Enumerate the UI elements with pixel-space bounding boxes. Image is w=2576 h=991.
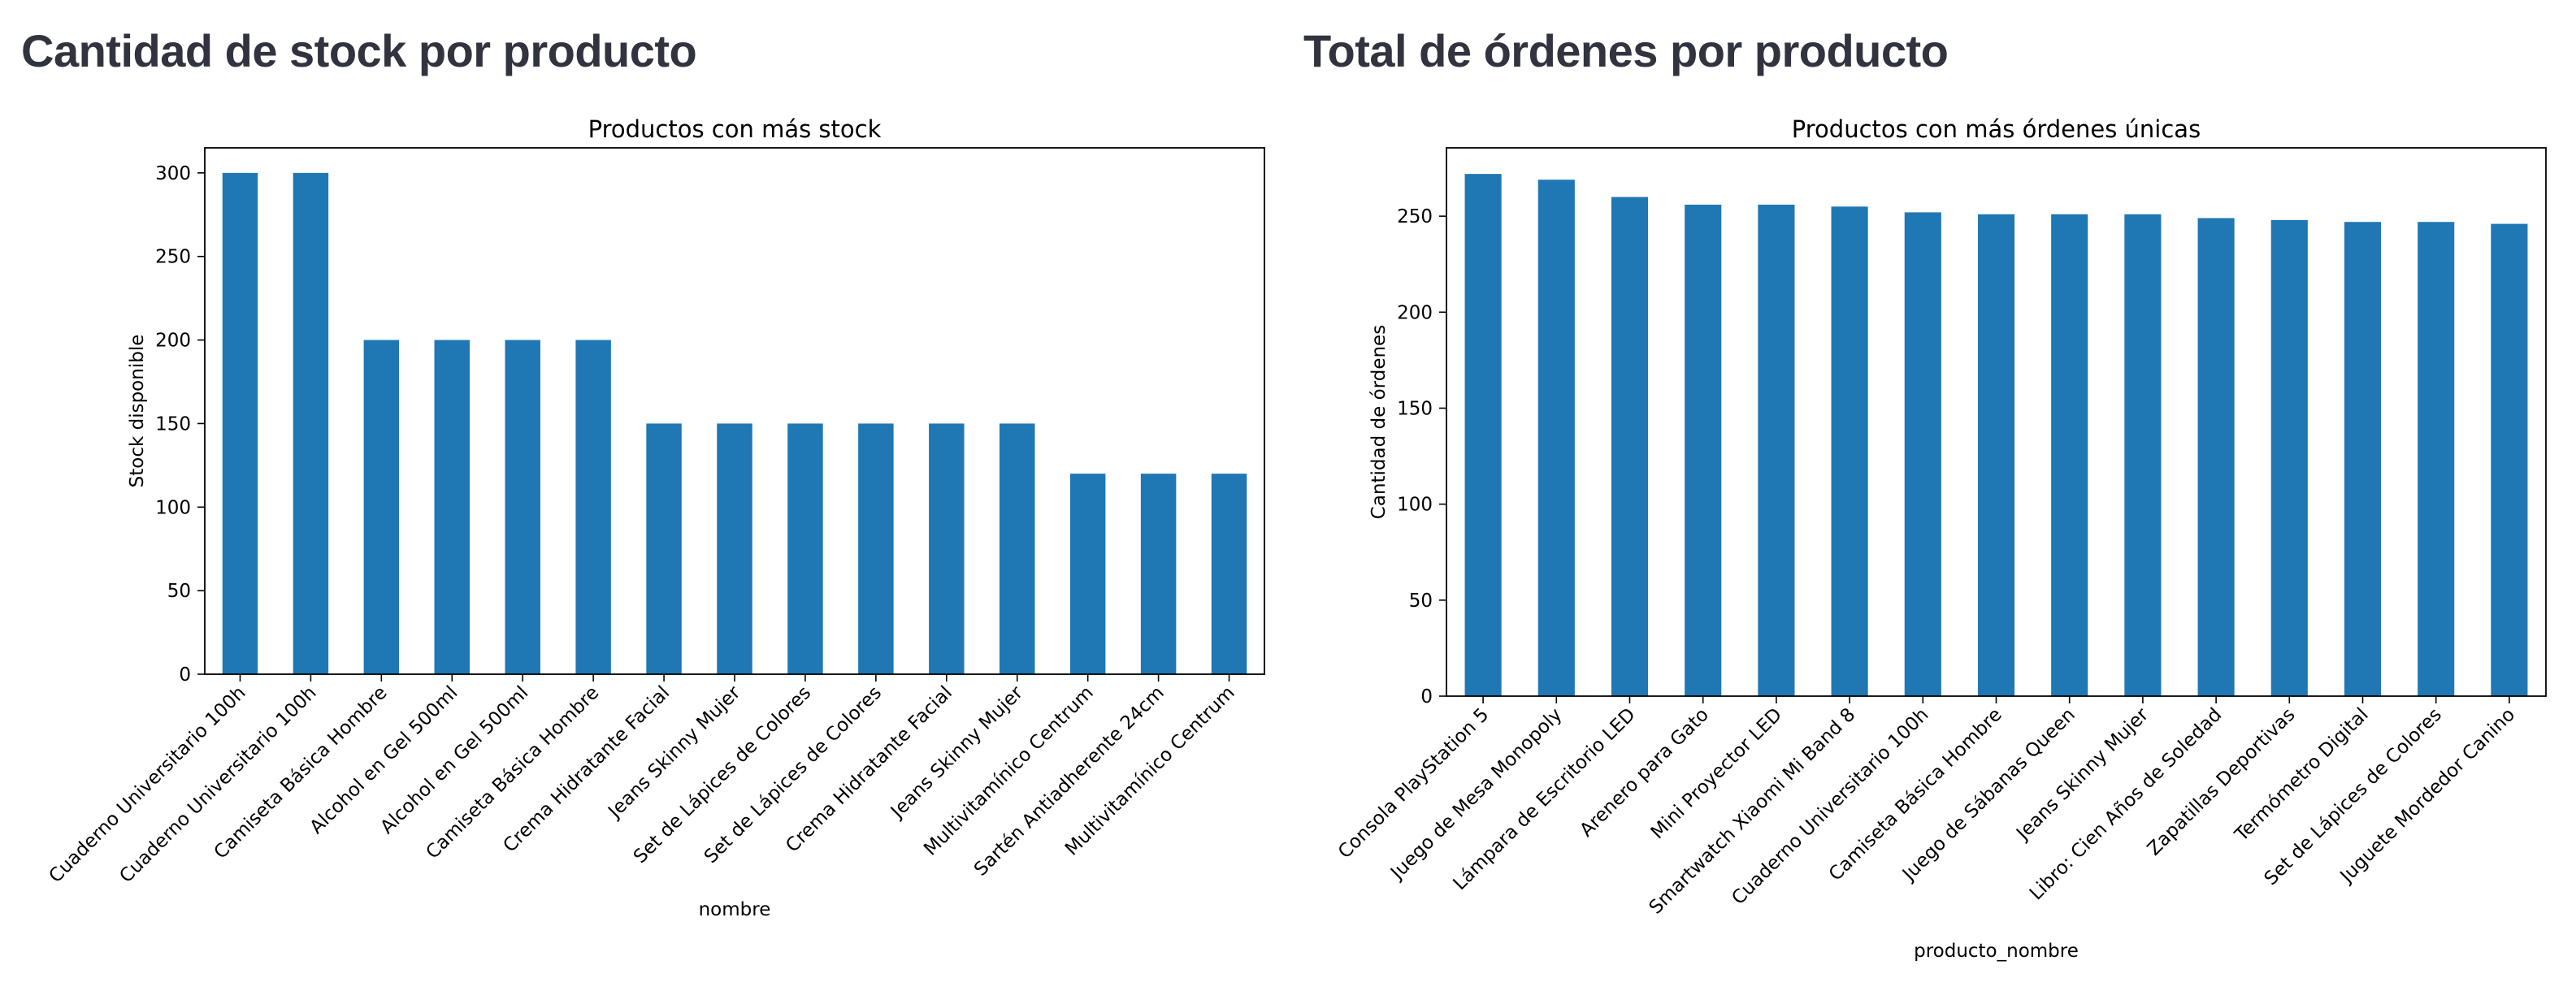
stock-y-tick-label: 300	[155, 163, 191, 184]
orders-bar	[2418, 222, 2455, 697]
stock-y-tick-label: 100	[155, 497, 191, 518]
orders-y-tick-label: 100	[1397, 495, 1433, 516]
stock-bar	[646, 423, 682, 674]
orders-y-tick-label: 0	[1420, 686, 1433, 708]
stock-bar	[858, 423, 894, 674]
orders-x-tick-label: Consola PlayStation 5	[1334, 704, 1493, 863]
stock-y-tick-label: 150	[155, 413, 191, 435]
stock-y-tick-label: 0	[179, 664, 191, 686]
stock-bar	[222, 172, 258, 675]
orders-y-tick-label: 150	[1397, 398, 1433, 419]
orders-y-tick-label: 250	[1397, 206, 1433, 227]
orders-bar	[1464, 174, 1502, 696]
stock-bar	[575, 340, 611, 674]
stock-y-tick-label: 50	[167, 581, 191, 602]
orders-chart-y-axis-label: Cantidad de órdenes	[1368, 325, 1390, 519]
orders-x-tick-label: Zapatillas Deportivas	[2144, 704, 2300, 860]
orders-bar	[2124, 214, 2162, 696]
left-panel-heading: Cantidad de stock por producto	[21, 25, 697, 76]
orders-chart-x-axis-label: producto_nombre	[1914, 941, 2079, 962]
stock-bar	[929, 423, 965, 674]
orders-bar	[1537, 180, 1575, 697]
stock-bar	[717, 423, 752, 674]
stock-x-tick-label: Jeans Skinny Mujer	[604, 682, 745, 823]
orders-x-tick-label: Jeans Skinny Mujer	[2011, 703, 2153, 845]
stock-bar-chart: Productos con más stock nombre Stock dis…	[45, 115, 1265, 920]
orders-bar	[1904, 212, 1941, 696]
orders-y-tick-label: 200	[1397, 302, 1433, 323]
orders-bar	[2051, 214, 2088, 696]
stock-chart-x-axis-label: nombre	[699, 899, 771, 920]
stock-bar	[293, 172, 329, 675]
stock-bar	[1140, 474, 1177, 674]
stock-chart-y-axis-label: Stock disponible	[127, 335, 148, 488]
orders-bar	[1611, 197, 1649, 696]
stock-y-tick-label: 250	[155, 247, 191, 268]
orders-bar-chart: Productos con más órdenes únicas product…	[1334, 115, 2547, 962]
orders-bar	[1977, 214, 2015, 696]
orders-x-tick-label: Termómetro Digital	[2231, 704, 2373, 846]
stock-chart-title: Productos con más stock	[588, 115, 882, 143]
orders-x-tick-label: Arenero para Gato	[1576, 704, 1713, 842]
orders-bar	[1831, 206, 1868, 696]
stock-x-tick-label: Jeans Skinny Mujer	[886, 682, 1027, 823]
orders-y-tick-label: 50	[1409, 591, 1433, 612]
stock-bar	[1000, 423, 1035, 674]
right-panel-heading: Total de órdenes por producto	[1303, 25, 1949, 76]
stock-bar	[434, 340, 470, 674]
stock-bar	[787, 423, 823, 674]
orders-bar	[1758, 204, 1795, 696]
stock-bar	[505, 340, 540, 674]
orders-x-tick-label: Mini Proyector LED	[1647, 704, 1786, 843]
stock-bar	[1211, 474, 1247, 674]
stock-bar	[1069, 474, 1106, 674]
orders-bar	[2344, 222, 2382, 697]
orders-bar	[2197, 218, 2235, 696]
orders-bar	[2270, 219, 2308, 696]
orders-bar	[1685, 204, 1722, 696]
stock-y-tick-label: 200	[155, 331, 191, 352]
orders-chart-title: Productos con más órdenes únicas	[1792, 115, 2201, 143]
orders-bar	[2491, 223, 2528, 697]
stock-bar	[363, 340, 400, 674]
